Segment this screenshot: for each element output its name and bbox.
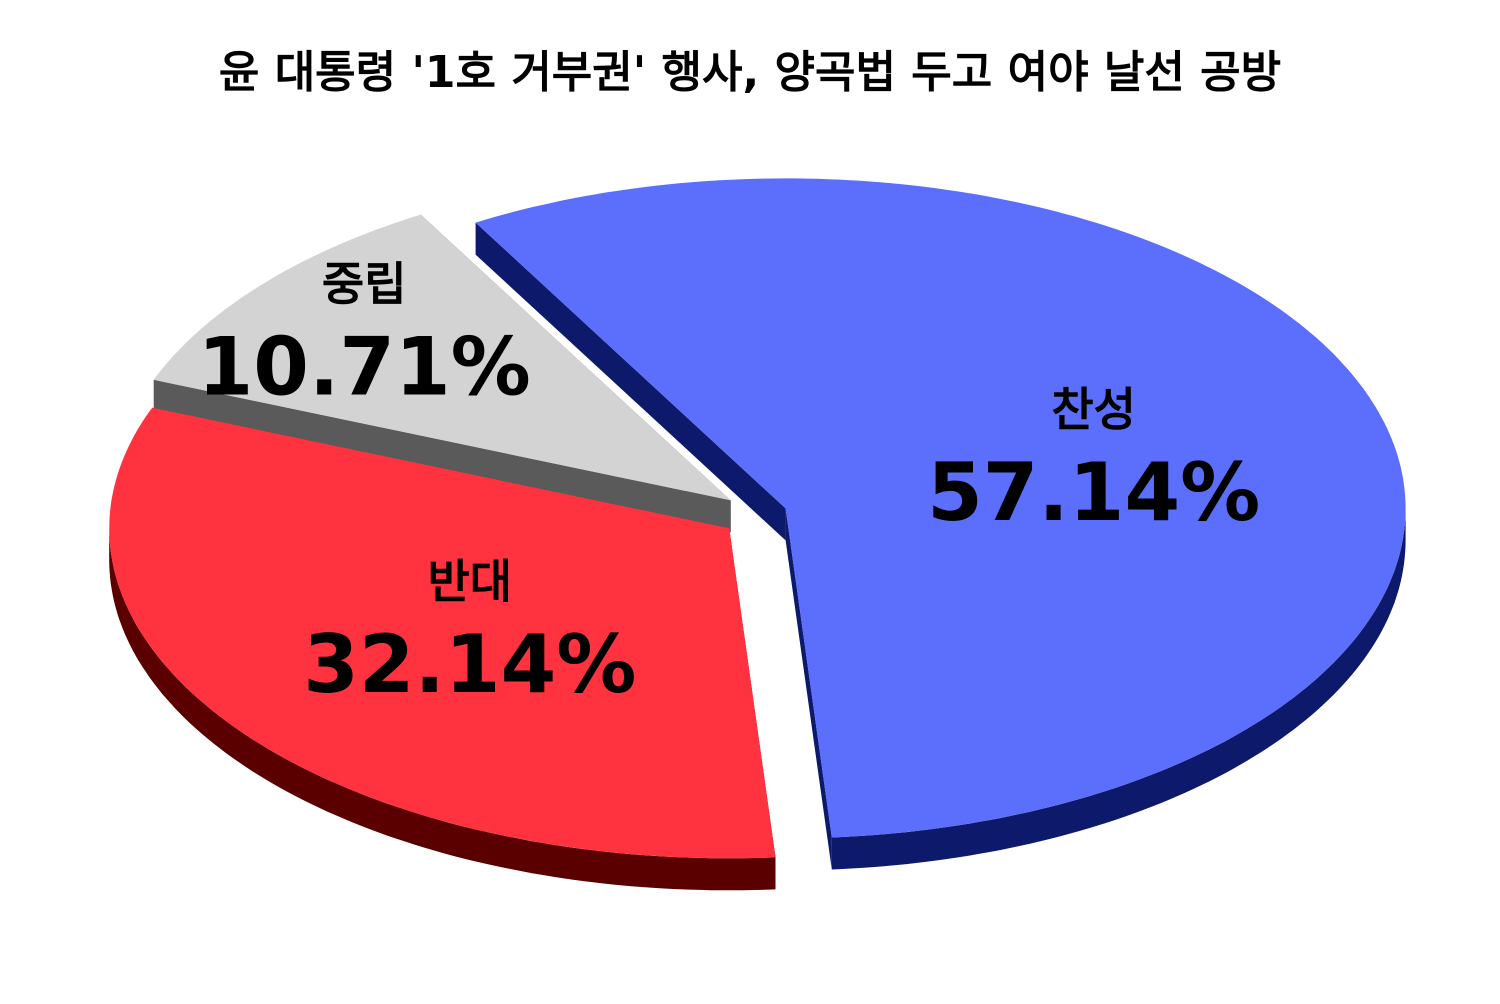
slice-wall [153, 379, 731, 533]
slice-wall [475, 222, 786, 541]
value-label: 10.71% [198, 320, 531, 413]
slice [475, 178, 1406, 838]
value-label: 32.14% [303, 618, 636, 711]
category-label: 반대 [427, 555, 512, 609]
slice-side [831, 508, 1406, 870]
category-label: 중립 [322, 257, 407, 311]
slice [109, 407, 776, 859]
slice [153, 214, 731, 501]
value-label: 57.14% [927, 446, 1260, 539]
chart-title: 윤 대통령 '1호 거부권' 행사, 양곡법 두고 여야 날선 공방 [219, 47, 1281, 98]
slice-wall [785, 508, 832, 870]
category-label: 찬성 [1051, 382, 1136, 436]
